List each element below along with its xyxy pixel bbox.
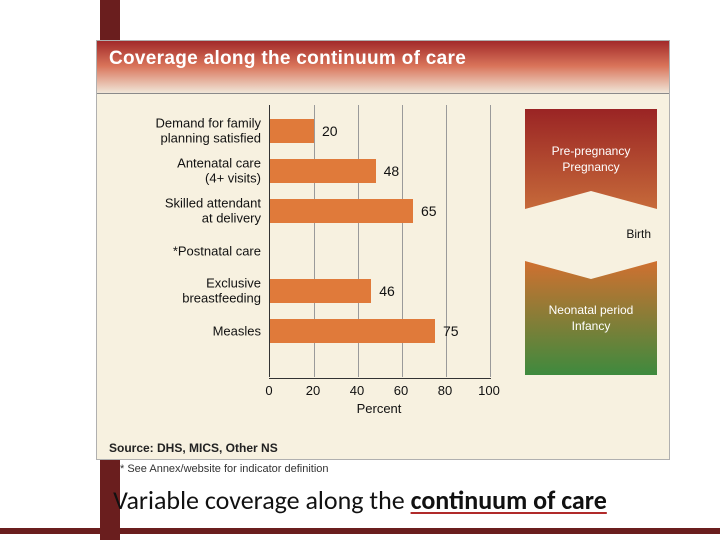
figure-panel: Coverage along the continuum of care 0 20… (96, 40, 670, 460)
chart-x-axis (269, 378, 491, 379)
chart-bar (270, 279, 371, 303)
stage-label: Neonatal period (525, 302, 657, 318)
stage-label: Pregnancy (525, 159, 657, 175)
chart-x-tick: 0 (265, 383, 272, 398)
stage-diagram: Pre-pregnancyPregnancy Neonatal periodInf… (525, 109, 657, 375)
chart-bar (270, 319, 435, 343)
chart-x-tick: 100 (478, 383, 500, 398)
chart-x-tick: 60 (394, 383, 408, 398)
chart-row-label: Exclusivebreastfeeding (109, 276, 265, 307)
chart-row-label: *Postnatal care (109, 243, 265, 258)
chart-bar-value: 65 (421, 203, 437, 219)
chart-x-tick: 80 (438, 383, 452, 398)
figure-titlebar: Coverage along the continuum of care (97, 41, 669, 94)
chart-bar-value: 46 (379, 283, 395, 299)
figure-title: Coverage along the continuum of care (97, 41, 669, 70)
chart-row-label: Skilled attendantat delivery (109, 196, 265, 227)
figure-footnote: * See Annex/website for indicator defini… (120, 463, 329, 475)
caption-emphasis: continuum of care (411, 484, 607, 516)
chart-row-label: Demand for familyplanning satisfied (109, 116, 265, 147)
figure-source: Source: DHS, MICS, Other NS (109, 441, 278, 455)
chart-x-tick: 20 (306, 383, 320, 398)
chart-x-tick: 40 (350, 383, 364, 398)
stage-birth-label: Birth (626, 227, 651, 241)
chart-bar (270, 119, 314, 143)
slide-left-arc-mask (0, 0, 100, 540)
chart-x-label: Percent (269, 401, 489, 416)
stage-label: Infancy (525, 318, 657, 334)
caption-prefix: Variable coverage along the (113, 484, 410, 516)
slide-bottom-rule (0, 528, 720, 534)
chart-bar-value: 20 (322, 123, 338, 139)
chart-bar-value: 75 (443, 323, 459, 339)
chart-row-label: Antenatal care(4+ visits) (109, 156, 265, 187)
chart-bar-value: 48 (384, 163, 400, 179)
chart-x-ticks: 020406080100 (269, 383, 490, 399)
coverage-chart: 0 20 40 60 80 100 Percent Demand for familypl… (109, 105, 657, 417)
stage-block: Neonatal periodInfancy (525, 261, 657, 375)
chart-bar (270, 159, 376, 183)
slide-caption: Variable coverage along the continuum of… (0, 484, 720, 516)
stage-label: Pre-pregnancy (525, 143, 657, 159)
chart-bar (270, 199, 413, 223)
chart-row-label: Measles (109, 323, 265, 338)
stage-block: Pre-pregnancyPregnancy (525, 109, 657, 209)
